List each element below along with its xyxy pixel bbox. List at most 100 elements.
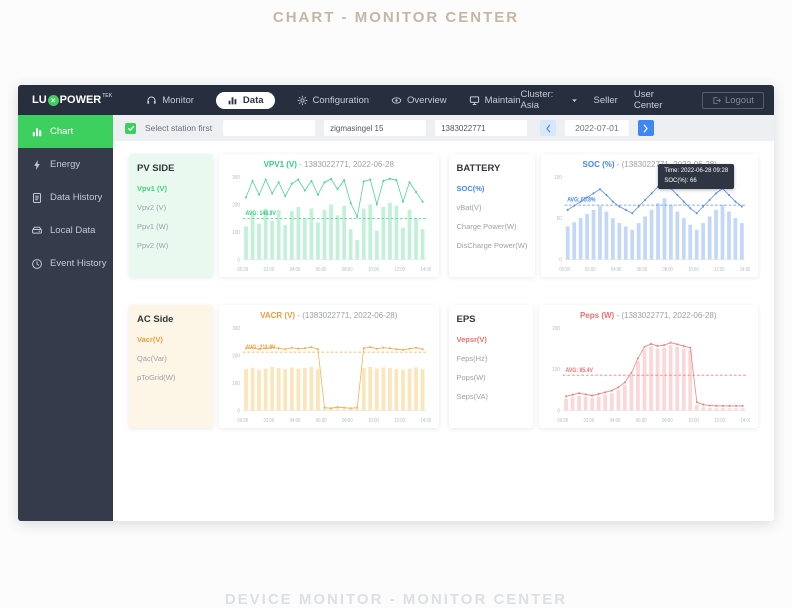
check-icon	[127, 124, 135, 132]
svg-text:200: 200	[232, 353, 240, 360]
sidebar-item-chart[interactable]: Chart	[18, 115, 113, 148]
chart-title: Peps (W) - (1383022771, 2022-06-28)	[547, 311, 751, 320]
metric-item-vepsr-v[interactable]: Vepsr(V)	[456, 335, 487, 344]
sidebar-item-data-history[interactable]: Data History	[18, 181, 113, 214]
metric-panel: BATTERY SOC(%) vBat(V) Charge Power(W) DisCh…	[448, 154, 536, 277]
metric-item-vbat-v[interactable]: vBat(V)	[456, 203, 482, 212]
svg-text:14:00: 14:00	[421, 418, 431, 423]
metric-item-vacr-v[interactable]: Vacr(V)	[137, 335, 163, 344]
svg-text:50: 50	[557, 216, 562, 223]
next-day-button[interactable]	[637, 120, 654, 136]
monitor-icon	[146, 95, 157, 106]
tooltip-value: SOC(%): 66	[664, 177, 697, 184]
svg-text:12:00: 12:00	[394, 418, 405, 423]
data-history-icon	[31, 192, 43, 204]
svg-text:AVG: 148.8V: AVG: 148.8V	[246, 211, 277, 218]
seller-link[interactable]: Seller	[593, 94, 618, 106]
metric-item-ppv1-w[interactable]: Ppv1 (W)	[137, 222, 169, 231]
svg-text:AVG: 85.4V: AVG: 85.4V	[565, 367, 593, 374]
nav-item-data[interactable]: Data	[215, 91, 275, 109]
chart[interactable]: 0 100 200 AVG: 85.4V 00:28 02:00 04:00 06:00 08:…	[547, 320, 750, 425]
svg-text:12:00: 12:00	[394, 267, 405, 272]
date-field[interactable]: 2022-07-01	[565, 120, 629, 136]
chart-title-metric: VPV1 (V)	[263, 160, 297, 169]
svg-text:04:00: 04:00	[611, 267, 622, 272]
svg-text:100: 100	[555, 174, 563, 181]
metric-panel-title: BATTERY	[456, 163, 501, 174]
svg-text:04:00: 04:00	[290, 418, 301, 423]
nav-item-overview[interactable]: Overview	[391, 95, 447, 106]
nav-item-monitor[interactable]: Monitor	[146, 95, 194, 106]
logout-label: Logout	[724, 94, 754, 106]
cluster-label: Cluster: Asia	[520, 89, 554, 111]
sidebar-item-label: Event History	[50, 258, 107, 269]
metric-item-feps-hz[interactable]: Feps(Hz)	[456, 354, 488, 363]
sidebar-item-local-data[interactable]: Local Data	[18, 214, 113, 247]
svg-text:AVG: 65.8%: AVG: 65.8%	[568, 197, 596, 204]
sidebar-item-label: Chart	[50, 126, 74, 137]
nav-item-label: Data	[242, 94, 264, 106]
card-ac-side: AC Side Vacr(V) Qac(Var) pToGrid(W) VACR (V)…	[129, 305, 439, 428]
serial-input[interactable]	[435, 120, 528, 136]
sidebar-item-event-history[interactable]: Event History	[18, 247, 113, 280]
app-window: LU × POWER TEK Monitor Data Configuration O…	[18, 85, 774, 521]
chart[interactable]: 0 50 100 AVG: 65.8% 00:28 02:00 04:00 06:00 08:0…	[549, 169, 750, 274]
chart-icon	[31, 126, 43, 138]
metric-item-charge-power-w[interactable]: Charge Power(W)	[456, 222, 517, 231]
metric-item-seps-va[interactable]: Seps(VA)	[456, 392, 489, 401]
svg-text:08:00: 08:00	[663, 267, 674, 272]
card-eps: EPS Vepsr(V) Feps(Hz) Pops(W) Seps(VA) Peps (…	[448, 305, 758, 428]
nav-item-configuration[interactable]: Configuration	[297, 95, 369, 106]
sidebar-item-label: Data History	[50, 192, 103, 203]
chart[interactable]: 0 100 200 300 AVG: 148.8V 00:28 02:00 04:00 06:0…	[227, 169, 431, 274]
svg-text:02:00: 02:00	[264, 418, 275, 423]
svg-text:10:00: 10:00	[368, 267, 379, 272]
metric-item-qac-var[interactable]: Qac(Var)	[137, 354, 167, 363]
metric-panel-title: EPS	[456, 314, 476, 325]
svg-text:00:28: 00:28	[237, 267, 248, 272]
cluster-dropdown[interactable]: Cluster: Asia	[521, 89, 578, 111]
tooltip-time: Time: 2022-06-28 09:28	[664, 168, 729, 174]
event-history-icon	[31, 258, 43, 270]
logout-icon	[712, 96, 721, 105]
metric-item-ppv2-w[interactable]: Ppv2 (W)	[137, 241, 169, 250]
overview-icon	[391, 95, 402, 106]
svg-text:0: 0	[237, 408, 240, 415]
svg-text:14:00: 14:00	[740, 267, 750, 272]
nav-item-label: Maintain	[484, 94, 521, 106]
metric-item-vpv1-v[interactable]: Vpv1 (V)	[137, 184, 168, 193]
chart-title-metric: Peps (W)	[579, 311, 615, 320]
metric-item-vpv2-v[interactable]: Vpv2 (V)	[137, 203, 167, 212]
svg-text:14:00: 14:00	[421, 267, 431, 272]
sidebar: Chart Energy Data History Local Data Event H…	[18, 115, 113, 521]
user-center-link[interactable]: User Center	[633, 89, 663, 111]
local-data-icon	[31, 225, 43, 237]
select-station-label: Select station first	[145, 123, 213, 133]
station-input[interactable]	[223, 120, 316, 136]
sidebar-item-energy[interactable]: Energy	[18, 148, 113, 181]
chart-title-metric: SOC (%)	[582, 160, 615, 169]
station-checkbox[interactable]	[125, 122, 136, 134]
metric-item-pops-w[interactable]: Pops(W)	[456, 373, 486, 382]
logo-mark: ×	[47, 94, 59, 106]
metric-panel-title: PV SIDE	[137, 163, 175, 174]
metric-panel: AC Side Vacr(V) Qac(Var) pToGrid(W)	[129, 305, 213, 428]
metric-item-discharge-power-w[interactable]: DisCharge Power(W)	[456, 241, 528, 250]
svg-text:10:00: 10:00	[368, 418, 379, 423]
cards-grid: PV SIDE Vpv1 (V) Vpv2 (V) Ppv1 (W) Ppv2 (W) V…	[129, 154, 758, 428]
metric-panel-title: AC Side	[137, 314, 174, 325]
logout-button[interactable]: Logout	[701, 91, 764, 109]
logo-text-prefix: LU	[32, 94, 47, 106]
sidebar-item-label: Local Data	[50, 225, 96, 236]
metric-item-ptogrid-w[interactable]: pToGrid(W)	[137, 373, 176, 382]
logo-superscript: TEK	[102, 93, 113, 99]
plant-input[interactable]	[324, 120, 427, 136]
prev-day-button[interactable]	[540, 120, 557, 136]
data-icon	[227, 95, 238, 106]
svg-text:10:00: 10:00	[689, 267, 700, 272]
chart[interactable]: 0 100 200 300 AVG: 211.8V 00:28 02:00 04:00 06:0…	[227, 320, 431, 425]
metric-item-soc[interactable]: SOC(%)	[456, 184, 485, 193]
maintain-icon	[469, 95, 480, 106]
svg-text:08:00: 08:00	[342, 267, 353, 272]
nav-item-maintain[interactable]: Maintain	[469, 95, 521, 106]
